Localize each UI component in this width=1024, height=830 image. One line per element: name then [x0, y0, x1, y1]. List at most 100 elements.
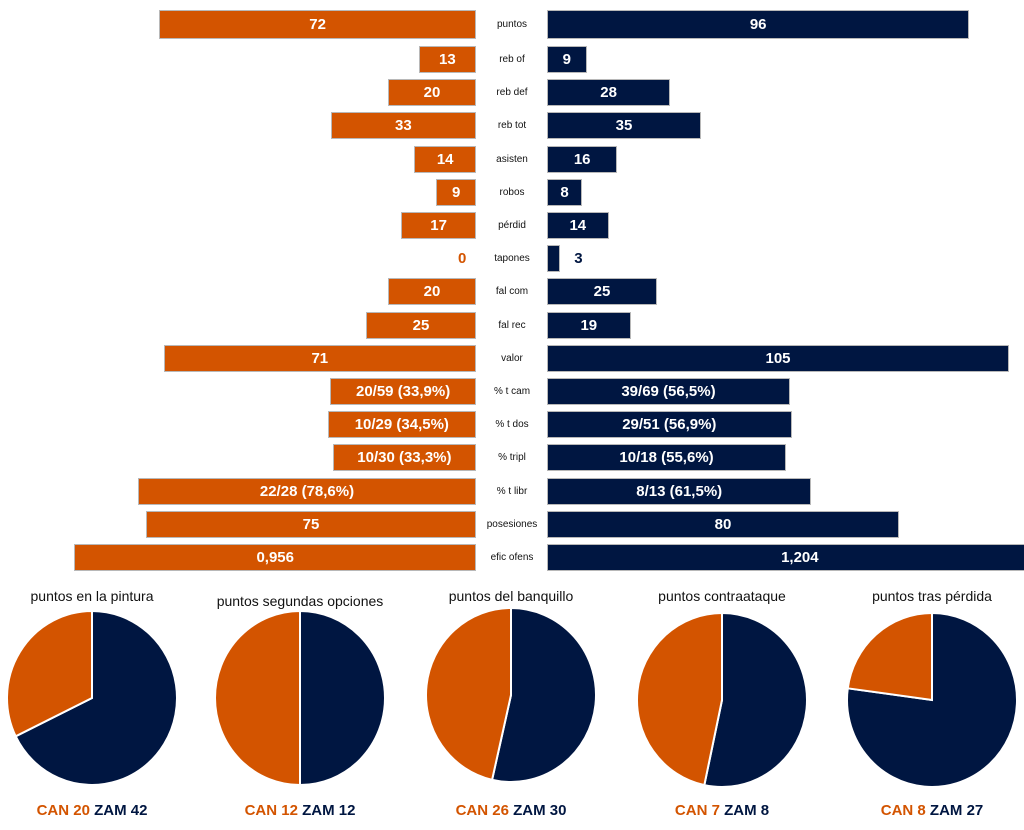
zam-value: ZAM 8: [724, 802, 770, 819]
can-bar: 20/59 (33,9%): [330, 378, 476, 405]
can-bar: 0,956: [74, 544, 476, 571]
bar-value-label: 3: [574, 250, 583, 268]
zam-value: ZAM 27: [929, 802, 984, 819]
zam-bar: [547, 245, 561, 273]
can-value: CAN 20: [36, 802, 90, 819]
can-bar: 71: [163, 344, 476, 372]
zam-bar: 19: [547, 311, 631, 339]
category-label: % t cam: [493, 386, 531, 397]
category-label: asisten: [496, 153, 528, 165]
pie-slice-can: [636, 611, 723, 787]
can-value: CAN 7: [674, 802, 720, 819]
category-label: tapones: [494, 253, 530, 265]
bar-value-label: 10/30 (33,3%): [357, 449, 452, 467]
pie-slice-zam: [490, 606, 597, 783]
bar-value-label: 75: [302, 515, 320, 533]
can-bar: 17: [401, 212, 476, 239]
bar-value-label: 10/29 (34,5%): [354, 416, 449, 434]
can-bar: 13: [418, 46, 476, 73]
bar-value-label: 0,956: [256, 549, 294, 566]
pie-slice-zam: [299, 609, 386, 787]
bar-value-label: 19: [580, 316, 598, 334]
pie-slice-can: [6, 609, 93, 738]
zam-bar: 25: [547, 278, 657, 306]
pie-title: puntos segundas opciones: [216, 593, 384, 609]
zam-bar: 16: [547, 145, 618, 173]
zam-value: ZAM 30: [513, 802, 567, 819]
pie-value-label: CAN 26 ZAM 30: [411, 802, 611, 819]
bar-value-label: 20: [423, 283, 441, 301]
can-bar: 72: [159, 10, 476, 39]
category-label: valor: [501, 352, 523, 364]
pie-slice-zam: [703, 611, 808, 788]
can-value: CAN 8: [880, 802, 926, 819]
can-bar: 20: [388, 278, 476, 306]
bar-value-label: 80: [714, 515, 732, 533]
category-label: posesiones: [486, 518, 538, 530]
bar-value-label: 8/13 (61,5%): [636, 482, 723, 500]
bar-value-label: 105: [765, 349, 791, 367]
category-label: % t dos: [495, 419, 529, 431]
category-label: efic ofens: [490, 552, 534, 563]
bar-value-label: 14: [569, 217, 587, 234]
zam-value: ZAM 12: [302, 802, 356, 819]
bar-value-label: 13: [439, 51, 456, 68]
bar-value-label: 0: [458, 250, 467, 268]
category-label: robos: [499, 186, 525, 198]
bar-value-label: 10/18 (55,6%): [619, 449, 714, 467]
category-label: % tripl: [498, 452, 526, 464]
zam-bar: 10/18 (55,6%): [547, 444, 787, 472]
zam-bar: 28: [547, 79, 671, 107]
category-label: fal com: [495, 286, 529, 298]
pie-slice-can: [425, 606, 512, 782]
pie-title: puntos del banquillo: [448, 588, 574, 604]
can-value: CAN 26: [455, 802, 509, 819]
bar-value-label: 8: [560, 183, 569, 201]
bar-value-label: 33: [395, 117, 412, 135]
bar-value-label: 20: [423, 84, 441, 102]
pie-value-label: CAN 7 ZAM 8: [622, 802, 822, 819]
diverging-bar-chart: puntos 72 96 reb of 13 9 reb def 20 28 reb tot 33 3…: [74, 10, 1024, 571]
category-label: reb of: [499, 54, 525, 65]
zam-bar: 1,204: [547, 544, 1024, 571]
can-bar: 22/28 (78,6%): [138, 477, 476, 505]
category-label: reb tot: [497, 120, 527, 132]
zam-value: ZAM 42: [94, 802, 148, 819]
bar-value-label: 20/59 (33,9%): [355, 383, 451, 400]
can-bar: 9: [436, 178, 476, 206]
category-label: reb def: [496, 87, 528, 99]
pie-title: puntos en la pintura: [30, 588, 154, 604]
pie-title: puntos contraataque: [658, 588, 786, 604]
can-bar: 33: [330, 112, 476, 140]
category-label: fal rec: [498, 319, 526, 331]
zam-bar: 105: [547, 344, 1009, 372]
zam-bar: 96: [547, 10, 970, 39]
category-label: % t libr: [496, 485, 528, 497]
bar-value-label: 17: [430, 217, 447, 234]
zam-bar: 80: [547, 510, 899, 538]
can-bar: 10/30 (33,3%): [332, 444, 476, 472]
can-bar: 10/29 (34,5%): [327, 411, 476, 439]
zam-bar: 14: [547, 212, 609, 239]
bar-value-label: 35: [615, 117, 633, 135]
pie-title: puntos tras pérdida: [872, 588, 992, 604]
zam-bar: 35: [547, 112, 701, 140]
pie-value-label: CAN 20 ZAM 42: [0, 802, 192, 819]
bar-value-label: 71: [311, 349, 329, 367]
bar-value-label: 72: [309, 16, 326, 33]
pie-value-label: CAN 12 ZAM 12: [200, 802, 400, 819]
bar-value-label: 25: [412, 316, 430, 334]
category-label: puntos: [496, 19, 528, 30]
can-bar: 14: [414, 145, 476, 173]
bar-value-label: 1,204: [781, 549, 819, 566]
bar-value-label: 39/69 (56,5%): [621, 383, 716, 400]
pie-slice-can: [846, 611, 933, 702]
pie-slice-zam: [14, 609, 178, 786]
can-value: CAN 12: [244, 802, 298, 819]
bar-value-label: 96: [749, 16, 767, 33]
bar-value-label: 16: [573, 150, 591, 168]
bar-value-label: 25: [593, 283, 611, 301]
zam-bar: 8/13 (61,5%): [547, 477, 812, 505]
bar-value-label: 22/28 (78,6%): [259, 482, 355, 500]
